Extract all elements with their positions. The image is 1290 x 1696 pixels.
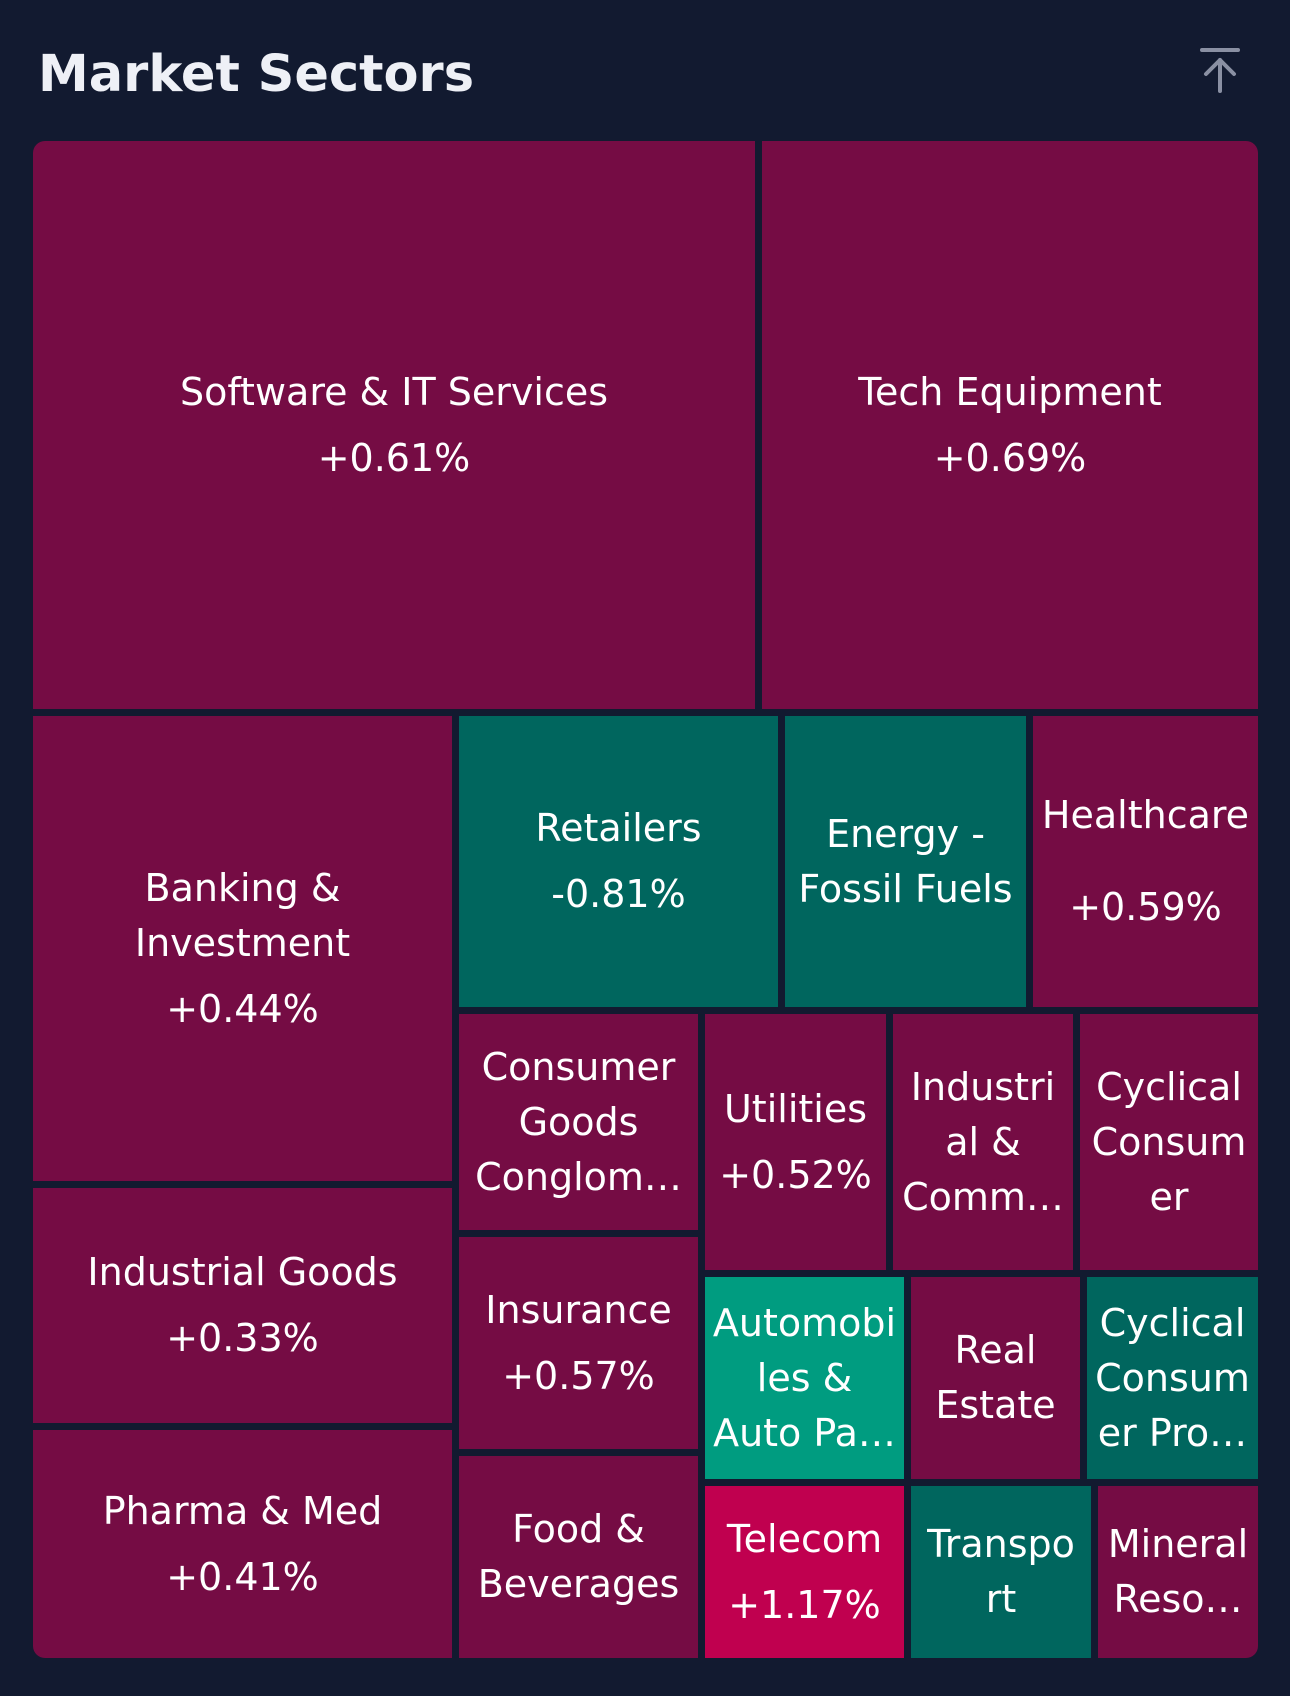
sector-name: Energy - Fossil Fuels [798,811,1013,911]
tile-retailers[interactable]: Retailers -0.81% [459,716,778,1007]
tile-cyclical-consumer[interactable]: Cyclical Consum er [1080,1014,1258,1270]
tile-energy-fossil-fuels[interactable]: Energy - Fossil Fuels [785,716,1026,1007]
tile-content: Software & IT Services +0.61% [174,365,614,486]
sector-name: Cyclical Consum er Pro… [1095,1300,1250,1455]
sector-change: +0.69% [933,435,1087,480]
tile-banking-investment[interactable]: Banking & Investment +0.44% [33,716,452,1181]
tile-transport[interactable]: Transpo rt [911,1486,1091,1658]
tile-content: Industrial Goods +0.33% [81,1245,403,1366]
tile-content: Utilities +0.52% [713,1082,878,1203]
sector-treemap: Software & IT Services +0.61% Tech Equip… [33,141,1258,1658]
tile-healthcare[interactable]: Healthcare +0.59% [1033,716,1258,1007]
tile-content: Pharma & Med +0.41% [97,1484,389,1605]
sector-name: Cyclical Consum er [1091,1064,1247,1219]
tile-software-it-services[interactable]: Software & IT Services +0.61% [33,141,755,709]
sector-name: Retailers [535,806,702,850]
tile-content: Healthcare +0.59% [1036,788,1255,935]
tile-content: Tech Equipment +0.69% [852,365,1167,486]
collapse-button[interactable] [1190,40,1250,100]
tile-consumer-goods-conglomerates[interactable]: Consumer Goods Conglom… [459,1014,698,1230]
tile-content: Insurance +0.57% [479,1283,677,1404]
tile-content: Retailers -0.81% [529,801,707,922]
sector-change: +0.59% [1069,885,1222,929]
page-title: Market Sectors [38,45,475,104]
tile-pharma-med[interactable]: Pharma & Med +0.41% [33,1430,452,1658]
sector-change: +0.61% [317,435,471,480]
tile-insurance[interactable]: Insurance +0.57% [459,1237,698,1449]
tile-industrial-commercial[interactable]: Industri al & Comm… [893,1014,1073,1270]
tile-content: Banking & Investment +0.44% [129,861,356,1037]
sector-name: Software & IT Services [179,369,609,414]
tile-content: Real Estate [929,1323,1061,1433]
tile-content: Consumer Goods Conglom… [469,1040,688,1205]
tile-content: Cyclical Consum er [1086,1060,1253,1225]
sector-name: Utilities [723,1086,868,1131]
sector-name: Insurance [485,1287,672,1332]
sector-change: +0.44% [166,986,319,1031]
sector-name: Consumer Goods Conglom… [475,1044,682,1199]
tile-cyclical-consumer-products[interactable]: Cyclical Consum er Pro… [1087,1277,1258,1479]
sector-change: -0.81% [551,872,686,916]
sector-change: +0.52% [719,1152,872,1197]
tile-content: Automobi les & Auto Pa… [707,1296,902,1461]
sector-name: Pharma & Med [102,1488,383,1533]
tile-food-beverages[interactable]: Food & Beverages [459,1456,698,1658]
sector-change: +0.41% [166,1554,319,1599]
arrow-up-to-line-icon [1200,48,1240,93]
tile-content: Telecom +1.17% [721,1512,888,1633]
sector-name: Transpo rt [927,1522,1075,1621]
tile-content: Cyclical Consum er Pro… [1089,1296,1256,1461]
sector-change: +0.57% [502,1353,655,1398]
sector-name: Real Estate [935,1328,1056,1427]
sector-name: Healthcare [1041,793,1250,837]
tile-real-estate[interactable]: Real Estate [911,1277,1080,1479]
sector-name: Industrial Goods [87,1250,398,1294]
tile-content: Food & Beverages [472,1502,686,1612]
sector-change: +1.17% [728,1582,881,1627]
sector-name: Banking & Investment [134,865,351,965]
tile-industrial-goods[interactable]: Industrial Goods +0.33% [33,1188,452,1423]
tile-content: Industri al & Comm… [896,1060,1070,1225]
tile-utilities[interactable]: Utilities +0.52% [705,1014,886,1270]
sector-change: +0.33% [166,1316,319,1360]
sector-name: Mineral Reso… [1107,1522,1249,1621]
sector-name: Tech Equipment [858,369,1162,414]
sector-name: Industri al & Comm… [902,1064,1064,1219]
tile-content: Transpo rt [921,1517,1081,1627]
sector-name: Automobi les & Auto Pa… [712,1300,897,1455]
tile-automobiles-auto-parts[interactable]: Automobi les & Auto Pa… [705,1277,904,1479]
tile-tech-equipment[interactable]: Tech Equipment +0.69% [762,141,1258,709]
tile-telecom[interactable]: Telecom +1.17% [705,1486,904,1658]
sector-name: Telecom [726,1516,883,1561]
sector-name: Food & Beverages [477,1507,680,1606]
tile-content: Mineral Reso… [1102,1517,1254,1627]
tile-content: Energy - Fossil Fuels [792,807,1018,917]
tile-mineral-resources[interactable]: Mineral Reso… [1098,1486,1258,1658]
